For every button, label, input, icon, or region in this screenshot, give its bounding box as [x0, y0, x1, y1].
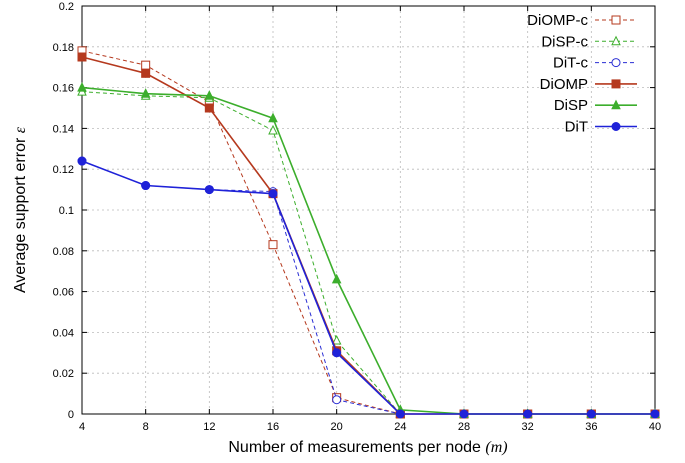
legend-item-dit-c: DiT-c — [553, 55, 637, 72]
legend-item-dit: DiT — [565, 119, 637, 136]
legend-marker — [611, 58, 621, 68]
series-group — [77, 46, 660, 419]
legend-item-disp: DiSP — [554, 97, 637, 114]
data-point-disp — [268, 112, 278, 123]
x-tick-label: 4 — [79, 421, 85, 433]
y-axis: 0 0.02 0.04 0.06 0.08 0.1 0.12 0.14 0.16 0.18 0.2 — [53, 1, 655, 421]
y-axis-symbol: ε — [12, 126, 29, 133]
y-tick-label: 0.18 — [53, 42, 74, 54]
data-point-disp-c — [331, 334, 342, 345]
y-tick-label: 0.08 — [53, 246, 74, 258]
legend-label: DiT — [565, 119, 588, 136]
series-dit — [77, 156, 660, 419]
x-tick-label: 28 — [458, 421, 470, 433]
data-point-disp — [140, 88, 151, 98]
x-tick-label: 12 — [203, 421, 215, 433]
data-point-dit — [523, 409, 533, 419]
x-tick-label: 24 — [394, 421, 406, 433]
legend-label: DiT-c — [553, 55, 588, 72]
legend-item-disp-c: DiSP-c — [541, 33, 637, 50]
data-point-diomp — [141, 68, 151, 78]
data-point-dit — [395, 409, 405, 419]
legend-marker — [611, 35, 621, 46]
legend-label: DiOMP-c — [527, 12, 588, 29]
data-point-diomp — [77, 52, 87, 62]
data-point-dit — [586, 409, 596, 419]
series-line-dit-c — [81, 160, 655, 415]
legend-marker — [611, 79, 621, 89]
data-point-diomp — [204, 103, 214, 113]
legend-item-diomp: DiOMP — [540, 76, 637, 93]
data-point-dit — [332, 348, 342, 358]
legend-item-diomp-c: DiOMP-c — [527, 12, 637, 29]
data-point-dit — [204, 185, 214, 195]
x-tick-label: 40 — [649, 421, 661, 433]
data-point-dit — [141, 181, 151, 191]
x-tick-label: 32 — [522, 421, 534, 433]
legend-marker — [611, 122, 621, 131]
y-axis-title: Average support error ε — [12, 126, 29, 293]
series-disp-c — [77, 86, 660, 418]
y-tick-label: 0.14 — [53, 123, 74, 135]
data-point-disp — [77, 81, 87, 92]
data-point-dit-c — [332, 395, 342, 405]
legend: DiOMP-c DiSP-c DiT-c DiOMP DiSP DiT — [527, 12, 637, 136]
x-axis-title: Number of measurements per node (m) — [228, 439, 507, 456]
data-point-dit — [459, 409, 469, 419]
data-point-diomp-c — [141, 60, 151, 70]
x-axis-symbol: (m) — [485, 439, 507, 456]
grid-lines — [82, 6, 655, 414]
x-tick-label: 8 — [143, 421, 149, 433]
data-point-dit — [650, 409, 660, 419]
data-point-disp-c — [268, 124, 278, 135]
legend-label: DiSP — [554, 97, 588, 114]
data-point-dit — [77, 156, 87, 166]
y-tick-label: 0.2 — [59, 1, 74, 13]
series-line-dit — [81, 160, 655, 415]
x-tick-label: 20 — [331, 421, 343, 433]
y-tick-label: 0.06 — [53, 287, 74, 299]
data-point-diomp-c — [268, 240, 278, 250]
y-tick-label: 0.04 — [53, 327, 74, 339]
legend-label: DiOMP — [540, 76, 588, 93]
series-line-disp-c — [81, 91, 655, 415]
legend-label: DiSP-c — [541, 33, 588, 50]
legend-marker — [611, 99, 621, 110]
data-point-disp — [204, 90, 215, 100]
data-point-dit — [268, 189, 278, 199]
x-tick-label: 36 — [585, 421, 597, 433]
y-tick-label: 0 — [68, 409, 74, 421]
y-tick-label: 0.02 — [53, 368, 74, 380]
series-dit-c — [77, 156, 660, 419]
y-tick-label: 0.1 — [59, 205, 74, 217]
y-tick-label: 0.12 — [53, 164, 74, 176]
legend-marker — [611, 15, 621, 25]
x-tick-label: 16 — [267, 421, 279, 433]
series-line-diomp-c — [81, 50, 655, 415]
y-tick-label: 0.16 — [53, 83, 74, 95]
data-point-disp — [331, 273, 342, 284]
